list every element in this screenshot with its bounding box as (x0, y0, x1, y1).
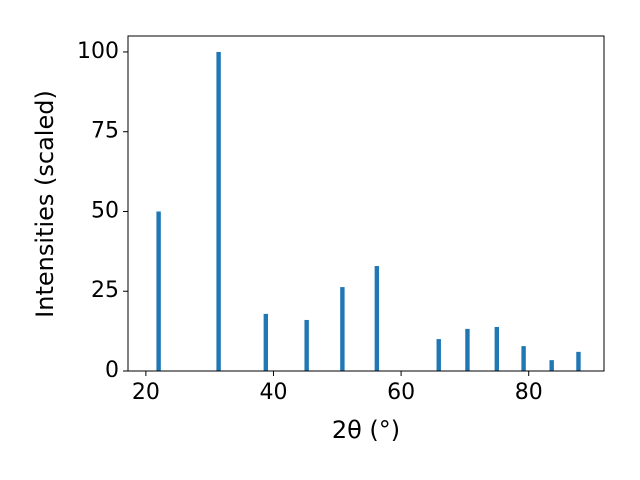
bar (494, 326, 500, 371)
x-axis-label: 2θ (°) (332, 416, 400, 444)
plot-frame (127, 35, 605, 372)
y-axis-label: Intensities (scaled) (31, 90, 59, 318)
x-tick-label: 80 (515, 380, 543, 405)
bar (436, 339, 441, 371)
bar (340, 287, 345, 371)
y-tick-label: 100 (77, 39, 119, 64)
y-tick-label: 25 (91, 278, 119, 303)
y-tick-label: 50 (91, 198, 119, 223)
x-tick-label: 20 (132, 380, 160, 405)
bar (549, 360, 554, 371)
x-tick-label: 40 (259, 380, 287, 405)
bar (576, 351, 581, 371)
bar (216, 51, 221, 371)
bar (465, 328, 470, 371)
bar (521, 346, 526, 371)
bar (263, 313, 269, 371)
y-tick-label: 75 (91, 119, 119, 144)
bar (304, 319, 309, 371)
x-tick-label: 60 (387, 380, 415, 405)
bar (156, 211, 161, 371)
y-tick-label: 0 (105, 358, 119, 383)
bar (374, 266, 380, 371)
